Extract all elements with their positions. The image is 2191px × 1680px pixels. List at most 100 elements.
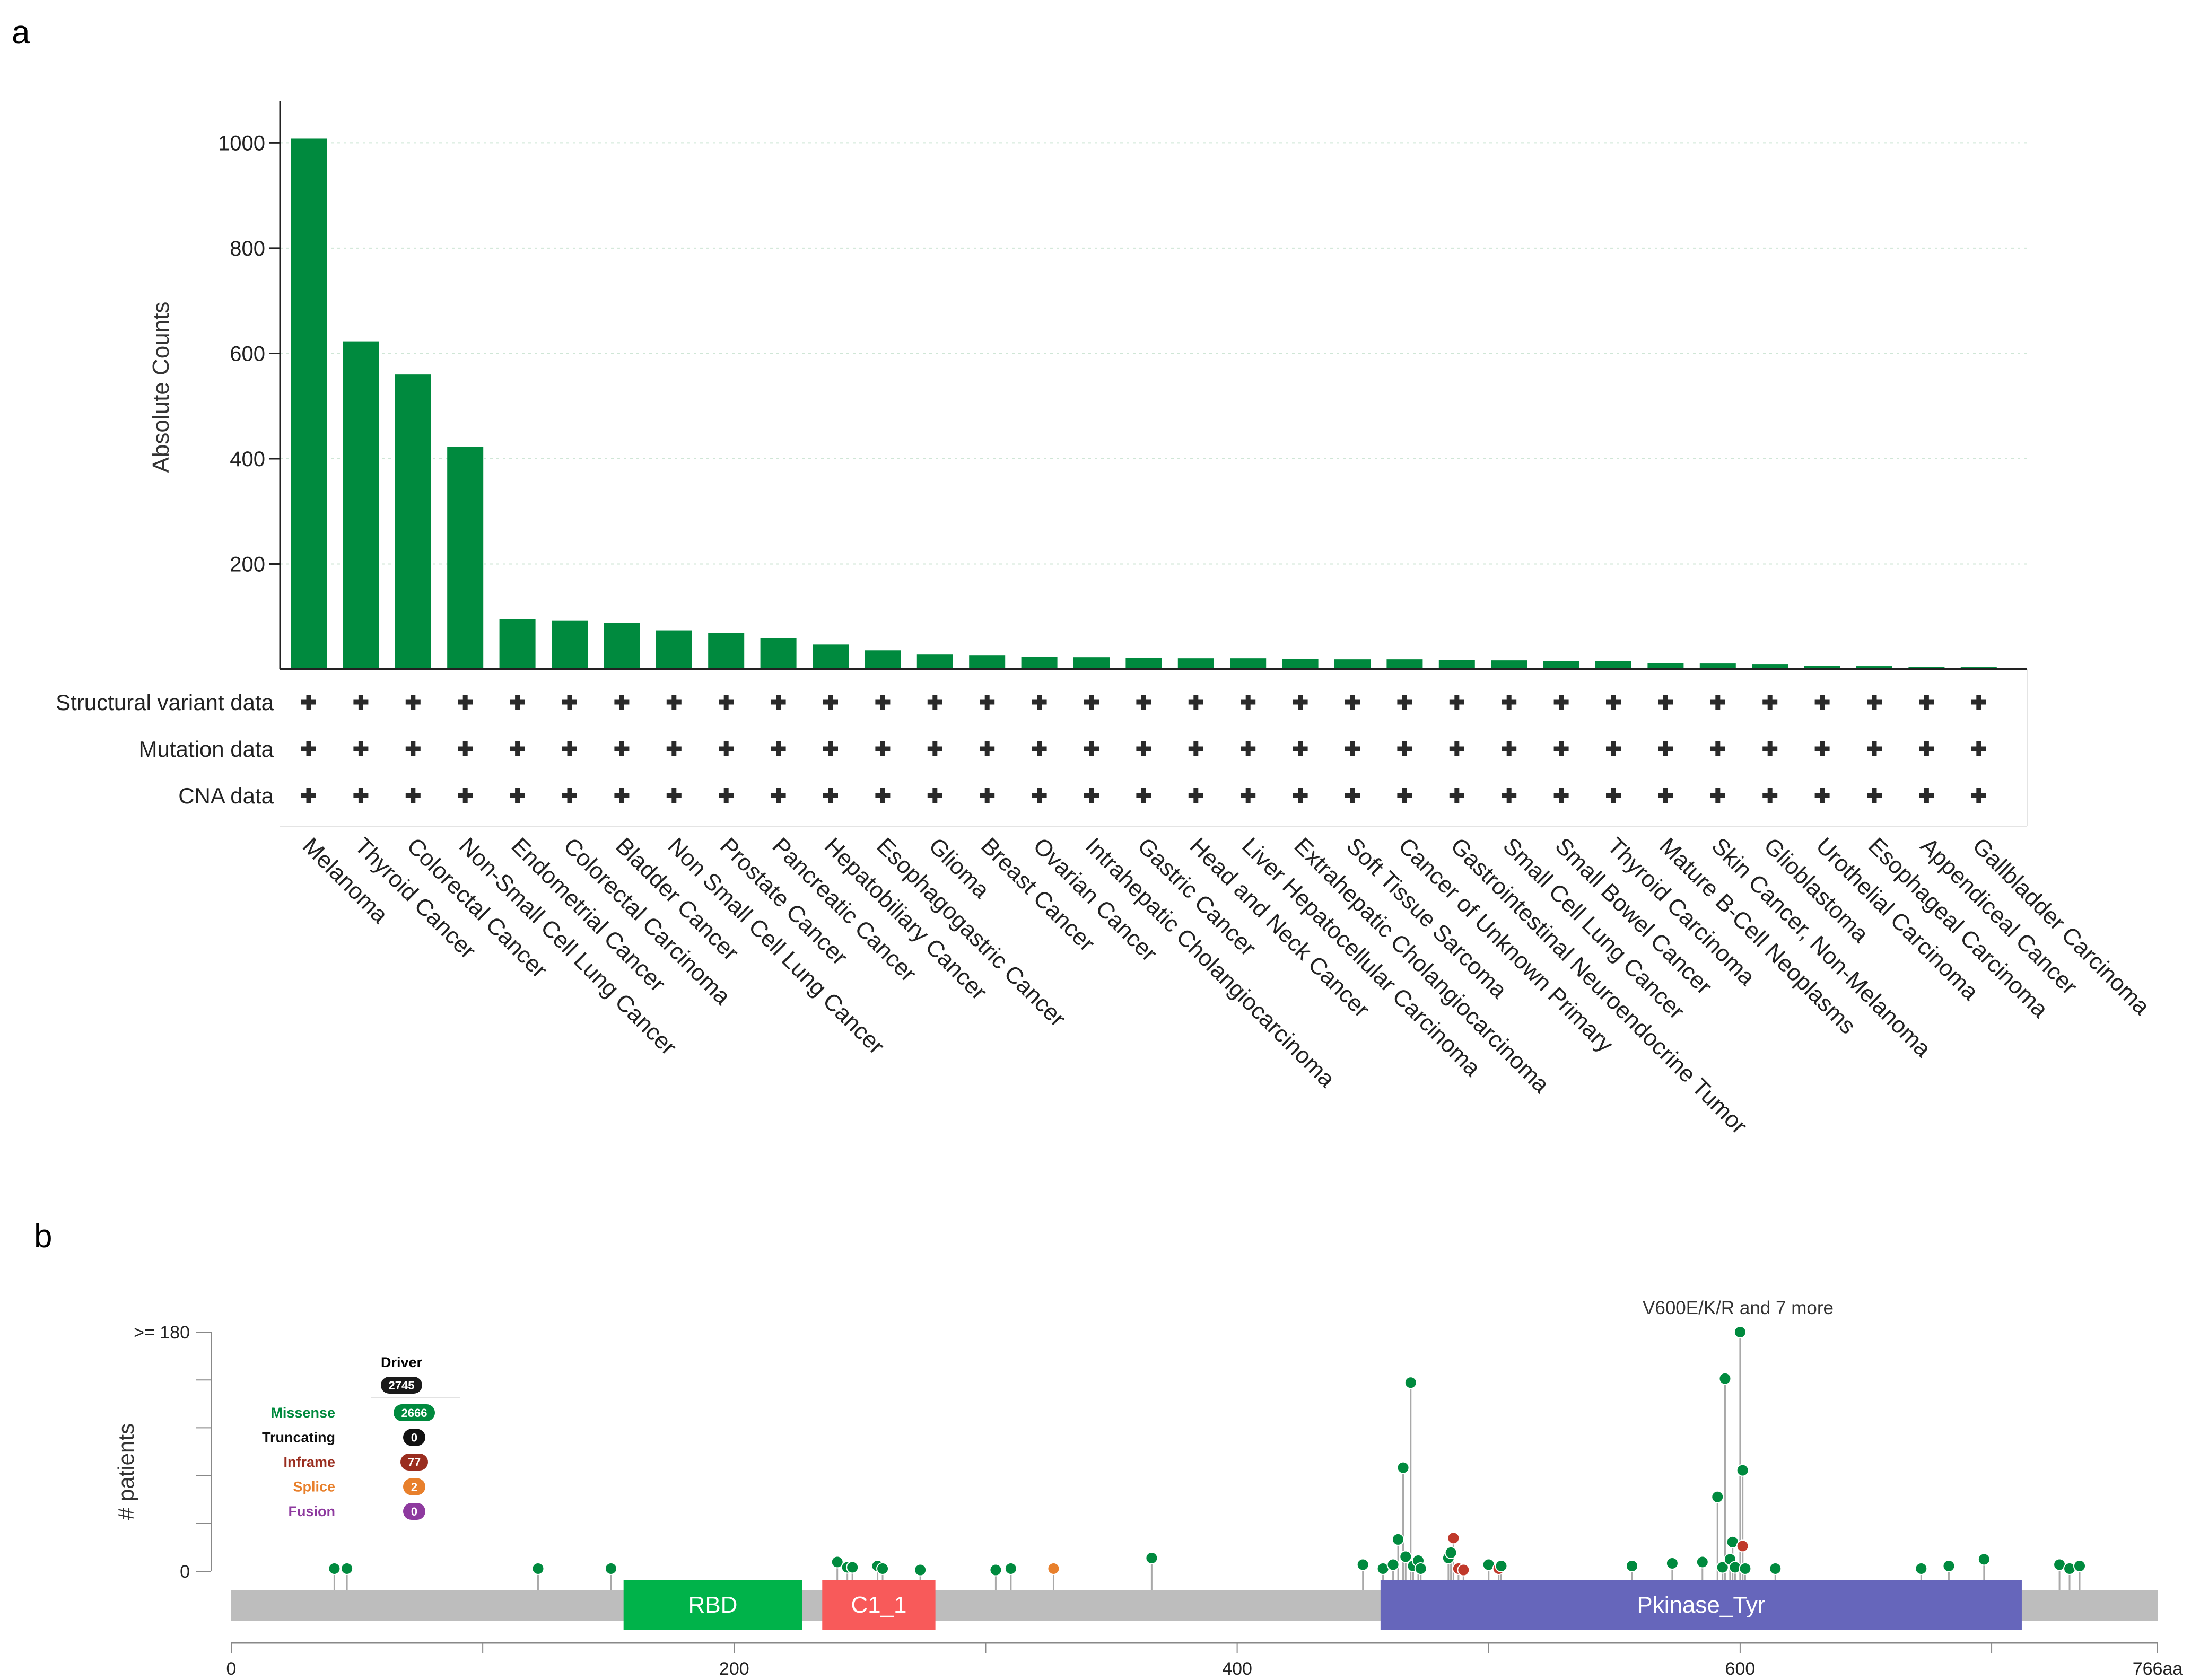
lollipop-head[interactable] xyxy=(1444,1546,1457,1559)
protein-domain[interactable] xyxy=(623,1580,802,1630)
lollipop-head[interactable] xyxy=(1665,1556,1679,1570)
plus-bar-v xyxy=(1924,695,1929,710)
lollipop-head[interactable] xyxy=(1004,1562,1017,1575)
availability-plus xyxy=(301,695,316,710)
plus-bar-v xyxy=(567,741,572,756)
lollipop-head[interactable] xyxy=(1396,1461,1410,1474)
plus-bar-v xyxy=(1089,695,1094,710)
bar xyxy=(969,655,1006,669)
lollipop-head[interactable] xyxy=(846,1561,859,1574)
lollipop-head[interactable] xyxy=(1915,1562,1928,1575)
availability-plus xyxy=(405,695,421,710)
plus-bar-v xyxy=(411,788,416,803)
lollipop-head[interactable] xyxy=(1145,1551,1158,1564)
lollipop-head[interactable] xyxy=(531,1562,545,1575)
lollipop-head[interactable] xyxy=(1739,1562,1752,1575)
y-tick-label: 200 xyxy=(230,553,265,576)
lollipop-head[interactable] xyxy=(1447,1532,1460,1545)
plus-bar-v xyxy=(723,788,729,803)
y-tick-label: 600 xyxy=(230,342,265,365)
lollipop-head[interactable] xyxy=(1386,1558,1400,1571)
lollipop-head[interactable] xyxy=(1495,1559,1508,1572)
availability-plus xyxy=(458,741,473,756)
availability-plus xyxy=(875,788,891,803)
availability-plus xyxy=(405,788,421,803)
lollipop-x-axis: 0 200 400 600 766aa xyxy=(226,1642,2183,1679)
lollipop-head[interactable] xyxy=(1414,1562,1427,1575)
bar-y-axis: 200 400 600 800 1000 xyxy=(218,101,281,669)
availability-plus xyxy=(666,695,682,710)
lollipop-head[interactable] xyxy=(1356,1558,1369,1571)
availability-plus xyxy=(823,695,838,710)
lollipop-head[interactable] xyxy=(1716,1561,1729,1574)
plus-bar-v xyxy=(1767,788,1773,803)
lollipop-head[interactable] xyxy=(1696,1555,1709,1569)
lollipop-head[interactable] xyxy=(1736,1539,1749,1553)
lollipop-head[interactable] xyxy=(876,1562,889,1575)
lollipop-head[interactable] xyxy=(1399,1550,1412,1563)
lollipop-head[interactable] xyxy=(1457,1563,1470,1577)
plus-bar-v xyxy=(1089,788,1094,803)
plus-bar-v xyxy=(1872,695,1877,710)
plus-bar-v xyxy=(1454,695,1460,710)
plus-bar-v xyxy=(1767,695,1773,710)
lollipop-head[interactable] xyxy=(328,1562,341,1575)
plus-bar-v xyxy=(1506,741,1512,756)
plus-bar-v xyxy=(828,695,833,710)
plus-bar-v xyxy=(880,741,885,756)
legend-total-badge xyxy=(381,1377,422,1394)
lollipop-head[interactable] xyxy=(1718,1372,1732,1385)
plus-bar-v xyxy=(1715,741,1721,756)
availability-plus xyxy=(1241,695,1256,710)
plus-bar-v xyxy=(828,788,833,803)
lollipop-head[interactable] xyxy=(1626,1559,1639,1572)
lollipop-head[interactable] xyxy=(1977,1553,1991,1566)
availability-plus xyxy=(666,788,682,803)
lollipop-head[interactable] xyxy=(1711,1490,1724,1503)
protein-domain[interactable] xyxy=(822,1580,936,1630)
availability-plus xyxy=(405,741,421,756)
protein-domain[interactable] xyxy=(1380,1580,2022,1630)
lollipop-head[interactable] xyxy=(341,1562,354,1575)
availability-plus xyxy=(1084,788,1099,803)
availability-plus xyxy=(823,741,838,756)
availability-plus xyxy=(719,788,734,803)
lollipop-head[interactable] xyxy=(1736,1464,1749,1477)
bar xyxy=(1647,663,1684,669)
availability-plus xyxy=(1084,695,1099,710)
lollipop-head[interactable] xyxy=(831,1555,844,1569)
availability-plus xyxy=(1345,788,1360,803)
bar-series xyxy=(280,138,2027,670)
availability-plus xyxy=(980,695,995,710)
lollipop-head[interactable] xyxy=(1733,1326,1747,1338)
lollipop-head[interactable] xyxy=(1404,1376,1417,1389)
plus-bar-v xyxy=(671,695,677,710)
availability-plus xyxy=(458,788,473,803)
lollipop-head[interactable] xyxy=(914,1563,927,1577)
availability-plus xyxy=(1188,788,1203,803)
availability-plus xyxy=(1449,788,1464,803)
availability-plus xyxy=(353,695,369,710)
bar xyxy=(1438,660,1475,669)
plus-bar-v xyxy=(411,741,416,756)
availability-plus xyxy=(510,788,525,803)
availability-row-label: CNA data xyxy=(178,783,274,808)
plus-bar-v xyxy=(932,788,938,803)
plus-bar-v xyxy=(723,695,729,710)
availability-row-label: Structural variant data xyxy=(56,690,274,715)
plus-bar-v xyxy=(619,788,624,803)
lollipop-head[interactable] xyxy=(2073,1559,2087,1572)
lollipop-head[interactable] xyxy=(989,1563,1002,1577)
availability-plus xyxy=(1293,695,1308,710)
lollipop-head[interactable] xyxy=(1047,1562,1060,1575)
legend-item-label: Splice xyxy=(293,1479,335,1495)
plus-bar-v xyxy=(1350,741,1355,756)
lollipop-head[interactable] xyxy=(1392,1533,1405,1546)
lollipop-head[interactable] xyxy=(1942,1559,1956,1572)
lollipop-head[interactable] xyxy=(1769,1562,1782,1575)
availability-plus xyxy=(1293,788,1308,803)
lollipop-head[interactable] xyxy=(604,1562,617,1575)
availability-plus xyxy=(353,741,369,756)
plus-bar-v xyxy=(1298,788,1303,803)
availability-plus xyxy=(562,741,577,756)
